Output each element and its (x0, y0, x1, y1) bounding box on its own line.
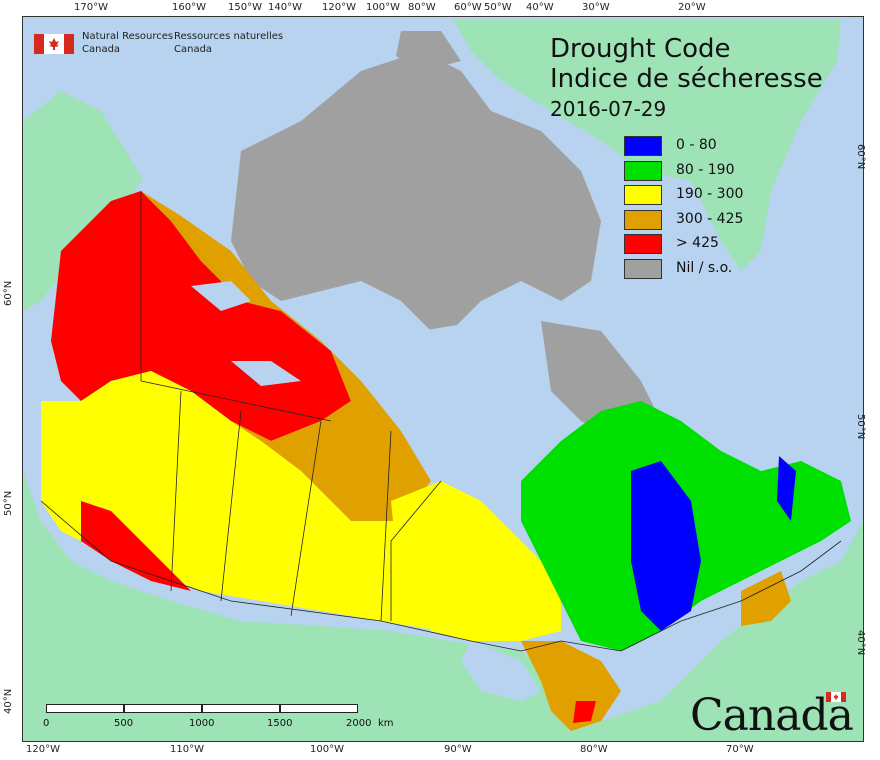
scale-segment (46, 704, 124, 713)
lon-label-top: 140°W (268, 2, 302, 13)
lon-label-top: 60°W (454, 2, 482, 13)
lon-label-top: 30°W (582, 2, 610, 13)
lat-label-right: 50°N (855, 414, 866, 440)
legend-label: 190 - 300 (676, 186, 744, 202)
great-bear-lake (191, 281, 251, 311)
lon-label-top: 80°W (408, 2, 436, 13)
baffin-north (396, 31, 461, 71)
scale-segment (280, 704, 358, 713)
lon-label-bottom: 120°W (26, 744, 60, 755)
scale-label: 500 (114, 718, 134, 729)
alaska (23, 91, 143, 311)
lon-label-bottom: 90°W (444, 744, 472, 755)
lon-label-top: 120°W (322, 2, 356, 13)
lon-label-top: 100°W (366, 2, 400, 13)
scale-label: 0 (43, 718, 50, 729)
canada-flag-icon (34, 34, 74, 54)
province-borders (140, 191, 442, 622)
lon-label-top: 20°W (678, 2, 706, 13)
agency-name-fr: Ressources naturelles Canada (174, 30, 284, 56)
hudson-bay (391, 321, 541, 461)
national-border (40, 500, 842, 652)
wordmark-flag-icon (826, 692, 846, 702)
legend-swatch (624, 234, 662, 254)
agency-name-en: Natural Resources Canada (82, 30, 174, 56)
lon-label-top: 150°W (228, 2, 262, 13)
zone-high-maritimes (741, 571, 791, 626)
agency-name-en-line2: Canada (82, 44, 121, 55)
zone-extreme-bc (81, 501, 191, 591)
lon-label-bottom: 80°W (580, 744, 608, 755)
legend-swatch (624, 258, 662, 279)
zone-extreme-south-ontario (573, 701, 596, 723)
map-frame (22, 16, 864, 742)
zone-high-south-ontario (521, 641, 621, 731)
legend-label: > 425 (676, 235, 719, 251)
scale-label: 1500 (267, 718, 293, 729)
scale-label: 1000 (189, 718, 215, 729)
arctic-islands (231, 51, 601, 341)
lon-label-bottom: 100°W (310, 744, 344, 755)
great-slave-lake (231, 361, 301, 386)
agency-name-en-line1: Natural Resources (82, 31, 174, 42)
agency-name-fr-line2: Canada (174, 44, 213, 55)
lon-label-bottom: 110°W (170, 744, 204, 755)
lon-label-top: 160°W (172, 2, 206, 13)
lat-label-right: 40°N (855, 630, 866, 656)
zone-high-west (141, 191, 431, 521)
lat-label-left: 40°N (3, 688, 14, 714)
lon-label-top: 50°W (484, 2, 512, 13)
zone-very-low-quebec (631, 461, 701, 631)
map-title: Drought Code Indice de sécheresse 2016-0… (550, 34, 823, 122)
drought-map (23, 17, 863, 741)
title-en: Drought Code (550, 34, 731, 64)
scale-unit: km (378, 718, 394, 729)
lon-label-top: 40°W (526, 2, 554, 13)
lat-label-left: 60°N (3, 280, 14, 306)
legend-swatch (624, 160, 662, 181)
legend-label: Nil / s.o. (676, 259, 733, 276)
agency-name-fr-line1: Ressources naturelles (174, 31, 284, 42)
zone-moderate-central (391, 481, 561, 641)
map-date: 2016-07-29 (550, 97, 667, 121)
zone-very-low-labrador (777, 456, 796, 521)
lat-label-right: 60°N (855, 144, 866, 170)
great-lakes (461, 641, 541, 701)
scale-segment (124, 704, 202, 713)
legend-label: 80 - 190 (676, 161, 735, 178)
usa (23, 471, 863, 741)
legend-swatch (624, 136, 662, 156)
title-fr: Indice de sécheresse (550, 64, 823, 94)
scale-segment (202, 704, 280, 713)
legend-label: 0 - 80 (676, 137, 717, 153)
legend-swatch (624, 209, 662, 230)
lon-label-bottom: 70°W (726, 744, 754, 755)
lon-label-top: 170°W (74, 2, 108, 13)
legend-label: 300 - 425 (676, 210, 744, 227)
lat-label-left: 50°N (3, 490, 14, 516)
scale-label: 2000 (346, 718, 372, 729)
legend-swatch (624, 185, 662, 205)
